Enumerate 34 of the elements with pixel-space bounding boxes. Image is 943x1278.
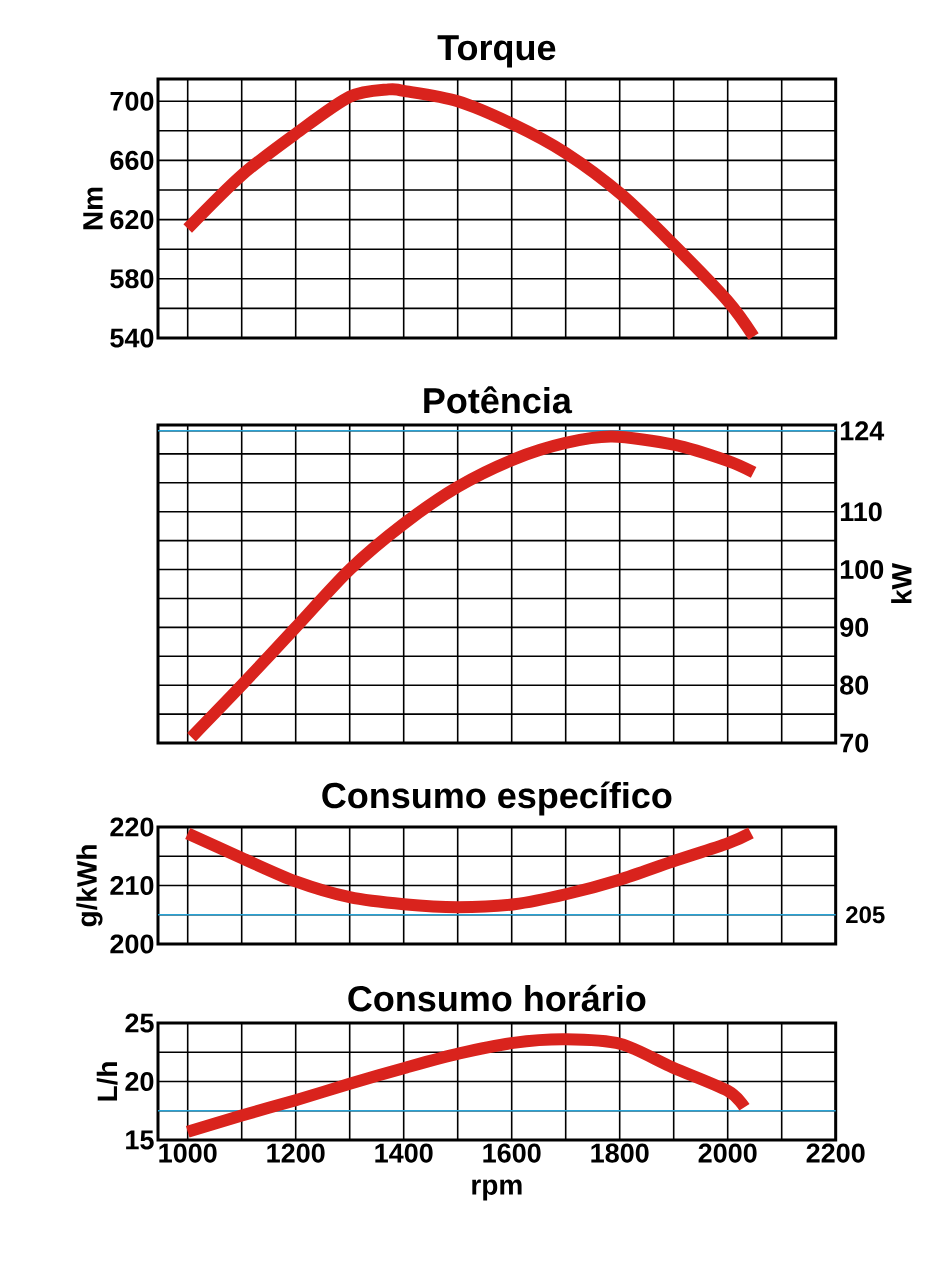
y-tick-label: 210 — [110, 875, 154, 896]
y-tick-label: 620 — [110, 210, 154, 230]
y2-tick-label: 70 — [840, 733, 869, 753]
y-tick-label: 20 — [125, 1071, 154, 1092]
x-tick-label: 1600 — [483, 1143, 541, 1163]
chart-title: Consumo específico — [322, 781, 672, 816]
y2-tick-label: 124 — [840, 421, 885, 441]
ref-line-label: 205 — [846, 906, 885, 924]
x-axis-title: rpm — [472, 1179, 522, 1201]
y-tick-label: 700 — [110, 91, 154, 111]
x-tick-label: 1200 — [267, 1143, 325, 1163]
chart-title: Torque — [437, 35, 556, 68]
y-tick-label: 540 — [110, 328, 154, 348]
y-tick-label: 15 — [126, 1130, 154, 1150]
y-tick-label: 580 — [110, 269, 154, 289]
y-tick-label: 220 — [110, 817, 154, 837]
y-tick-label: 660 — [110, 150, 154, 170]
y2-tick-label: 110 — [840, 502, 882, 522]
chart-title: Potência — [424, 386, 573, 414]
y2-axis-title: kW — [891, 563, 912, 604]
y2-tick-label: 90 — [840, 617, 869, 637]
x-tick-label: 2200 — [806, 1143, 865, 1163]
x-tick-label: 1800 — [591, 1143, 649, 1163]
y-axis-title: L/h — [96, 1062, 118, 1101]
y-tick-label: 25 — [125, 1013, 154, 1033]
chart-title: Consumo horário — [348, 984, 646, 1012]
y-tick-label: 200 — [110, 934, 154, 954]
x-tick-label: 1000 — [159, 1143, 217, 1163]
y-axis-title: g/kWh — [76, 845, 103, 927]
x-tick-label: 1400 — [375, 1143, 433, 1163]
x-tick-label: 2000 — [698, 1143, 757, 1163]
y2-tick-label: 80 — [840, 675, 869, 695]
y-axis-title: Nm — [83, 187, 103, 230]
y2-tick-label: 100 — [840, 559, 884, 580]
